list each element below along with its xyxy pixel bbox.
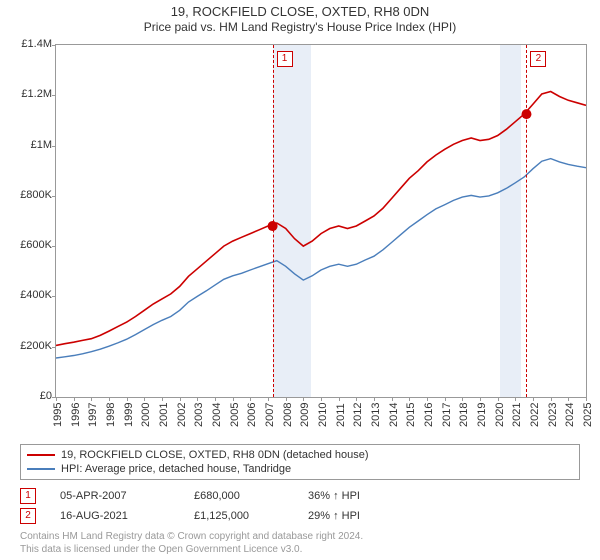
event-price: £1,125,000 (194, 510, 284, 522)
y-axis-tick-label: £1.4M (2, 38, 52, 50)
event-delta: 29% ↑ HPI (308, 510, 360, 522)
x-axis-tick-label: 2001 (158, 403, 170, 427)
x-axis-tick-label: 2015 (405, 403, 417, 427)
x-axis-tick-label: 2007 (264, 403, 276, 427)
event-number-badge: 1 (20, 488, 36, 504)
event-number-badge: 2 (20, 508, 36, 524)
x-axis-tick-label: 2019 (476, 403, 488, 427)
event-delta: 36% ↑ HPI (308, 490, 360, 502)
chart-title: 19, ROCKFIELD CLOSE, OXTED, RH8 0DN (0, 0, 600, 19)
y-axis-tick-label: £1M (2, 139, 52, 151)
legend-swatch (27, 468, 55, 470)
legend-label: HPI: Average price, detached house, Tand… (61, 463, 291, 475)
legend-box: 19, ROCKFIELD CLOSE, OXTED, RH8 0DN (det… (20, 444, 580, 480)
copyright-line: This data is licensed under the Open Gov… (20, 544, 363, 557)
copyright-text: Contains HM Land Registry data © Crown c… (20, 531, 363, 556)
x-axis-tick-label: 2000 (140, 403, 152, 427)
x-axis-tick-label: 2009 (299, 403, 311, 427)
x-axis-tick-label: 2020 (494, 403, 506, 427)
legend-swatch (27, 454, 55, 456)
copyright-line: Contains HM Land Registry data © Crown c… (20, 531, 363, 544)
chart-plot-area: 1995199619971998199920002001200220032004… (55, 44, 587, 398)
x-axis-tick-label: 2008 (282, 403, 294, 427)
y-axis-tick-label: £400K (2, 289, 52, 301)
chart-subtitle: Price paid vs. HM Land Registry's House … (0, 20, 600, 34)
x-axis-tick-label: 2011 (335, 403, 347, 427)
x-axis-tick-label: 2018 (458, 403, 470, 427)
x-axis-tick-label: 1998 (105, 403, 117, 427)
y-axis-tick-label: £800K (2, 189, 52, 201)
event-marker-badge: 1 (277, 51, 293, 67)
event-date: 16-AUG-2021 (60, 510, 170, 522)
legend-item: 19, ROCKFIELD CLOSE, OXTED, RH8 0DN (det… (27, 448, 573, 462)
event-price: £680,000 (194, 490, 284, 502)
x-axis-tick-label: 2022 (529, 403, 541, 427)
x-axis-tick-label: 2006 (246, 403, 258, 427)
legend-item: HPI: Average price, detached house, Tand… (27, 462, 573, 476)
x-axis-tick-label: 2024 (564, 403, 576, 427)
x-axis-tick-label: 2023 (547, 403, 559, 427)
y-axis-tick-label: £200K (2, 340, 52, 352)
legend-label: 19, ROCKFIELD CLOSE, OXTED, RH8 0DN (det… (61, 449, 369, 461)
event-row: 2 16-AUG-2021 £1,125,000 29% ↑ HPI (20, 506, 580, 526)
x-axis-tick-label: 2010 (317, 403, 329, 427)
x-axis-tick-label: 1997 (87, 403, 99, 427)
chart-container: 19, ROCKFIELD CLOSE, OXTED, RH8 0DN Pric… (0, 0, 600, 560)
x-axis-tick-label: 1996 (70, 403, 82, 427)
y-axis-tick-label: £0 (2, 390, 52, 402)
event-marker-badge: 2 (530, 51, 546, 67)
x-axis-tick-label: 2003 (193, 403, 205, 427)
x-axis-tick-label: 1995 (52, 403, 64, 427)
x-axis-tick-label: 2002 (176, 403, 188, 427)
x-axis-tick-label: 2014 (388, 403, 400, 427)
x-axis-tick-label: 2025 (582, 403, 594, 427)
x-axis-tick-label: 2012 (352, 403, 364, 427)
x-axis-tick-label: 2005 (229, 403, 241, 427)
x-axis-tick-label: 2016 (423, 403, 435, 427)
event-row: 1 05-APR-2007 £680,000 36% ↑ HPI (20, 486, 580, 506)
x-axis-tick-label: 2021 (511, 403, 523, 427)
x-axis-tick-label: 2004 (211, 403, 223, 427)
y-axis-tick-label: £600K (2, 239, 52, 251)
x-axis-tick-label: 2017 (441, 403, 453, 427)
event-date: 05-APR-2007 (60, 490, 170, 502)
y-axis-tick-label: £1.2M (2, 88, 52, 100)
events-table: 1 05-APR-2007 £680,000 36% ↑ HPI 2 16-AU… (20, 486, 580, 526)
x-axis-tick-label: 1999 (123, 403, 135, 427)
x-axis-tick-label: 2013 (370, 403, 382, 427)
